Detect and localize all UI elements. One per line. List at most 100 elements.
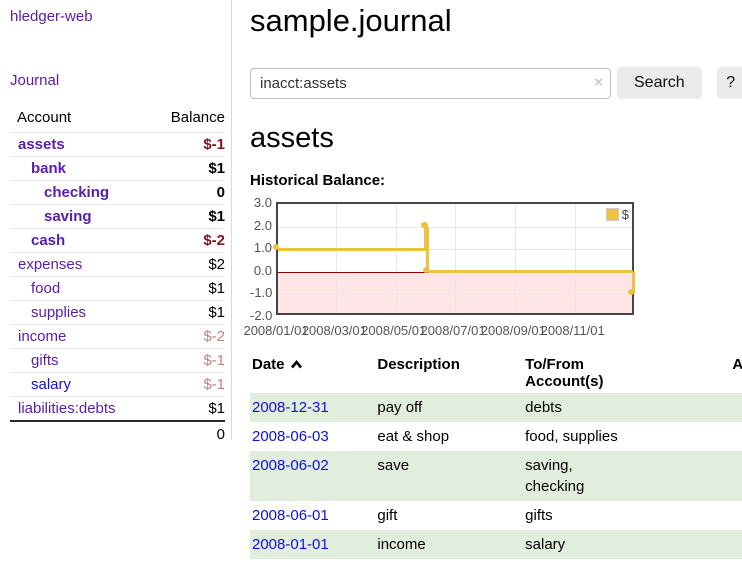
y-tick-label: 2.0 bbox=[253, 217, 272, 233]
transaction-accounts-cell: saving, checking bbox=[525, 457, 585, 495]
chart-legend: $ bbox=[605, 207, 629, 222]
transaction-amount-cell: $1 bbox=[692, 530, 742, 559]
register-header-amount: Amount Out/In bbox=[732, 356, 742, 373]
legend-swatch bbox=[605, 208, 619, 221]
account-balance: $1 bbox=[146, 300, 225, 325]
accounts-header-balance: Balance bbox=[170, 109, 225, 126]
account-link[interactable]: food bbox=[31, 280, 61, 297]
line-segment bbox=[424, 226, 428, 250]
account-balance: $1 bbox=[146, 396, 225, 421]
transaction-description-cell: save bbox=[377, 457, 410, 474]
transaction-date-link[interactable]: 2008-06-01 bbox=[252, 507, 329, 524]
account-row: assets $-1 bbox=[10, 132, 225, 157]
transaction-amount-cell: $1 bbox=[692, 501, 742, 530]
x-tick-label: 2008/11/01 bbox=[540, 323, 605, 338]
gridline bbox=[278, 226, 632, 228]
gridline bbox=[336, 204, 338, 313]
x-tick-label: 2008/09/01 bbox=[480, 323, 546, 338]
account-link[interactable]: liabilities:debts bbox=[18, 400, 116, 417]
account-link[interactable]: cash bbox=[31, 232, 66, 249]
clear-search-icon[interactable]: × bbox=[594, 73, 603, 91]
account-balance: $-1 bbox=[146, 348, 225, 373]
transaction-amount-cell: $-1 bbox=[692, 393, 742, 422]
account-link[interactable]: assets bbox=[18, 136, 65, 153]
register-table: Date Description To/From Account(s) Amou… bbox=[250, 353, 742, 559]
data-point-marker bbox=[422, 266, 429, 273]
transaction-date-cell: 2008-06-01 bbox=[250, 501, 375, 530]
transaction-date-cell: 2008-01-01 bbox=[250, 530, 375, 559]
transaction-date-link[interactable]: 2008-12-31 bbox=[252, 399, 329, 416]
gridline bbox=[395, 204, 397, 313]
transaction-accounts-cell: food, supplies bbox=[525, 428, 618, 445]
gridline bbox=[455, 204, 457, 313]
account-row: supplies $1 bbox=[10, 300, 225, 325]
register-header-date[interactable]: Date bbox=[250, 353, 375, 393]
line-segment bbox=[427, 270, 634, 274]
sidebar: hledger-web Journal Account Balance asse… bbox=[0, 0, 232, 447]
transaction-date-cell: 2008-12-31 bbox=[250, 393, 375, 422]
chart-title: Historical Balance: bbox=[250, 172, 386, 189]
gridline bbox=[278, 249, 632, 251]
account-row: gifts $-1 bbox=[10, 348, 225, 373]
account-balance: $1 bbox=[146, 204, 225, 229]
x-tick-label: 2008/05/01 bbox=[361, 323, 427, 338]
historical-balance-chart: $ 2008/01/01 2008/03/01 2008/05/01 2008/07/… bbox=[243, 195, 742, 340]
x-tick-label: 2008/01/01 bbox=[243, 323, 309, 338]
transaction-date-link[interactable]: 2008-06-03 bbox=[252, 428, 329, 445]
gridline bbox=[278, 294, 632, 296]
chart-plot: $ bbox=[273, 202, 635, 315]
transaction-accounts-cell: gifts bbox=[525, 507, 553, 524]
account-link[interactable]: saving bbox=[44, 208, 92, 225]
account-balance: $-1 bbox=[146, 372, 225, 397]
accounts-table-body: assets $-1 bank $1 checking 0 saving $1 cash $-2 e… bbox=[10, 132, 225, 421]
account-link[interactable]: checking bbox=[44, 184, 110, 201]
transaction-description-cell: pay off bbox=[377, 399, 423, 416]
account-row: checking 0 bbox=[10, 180, 225, 205]
account-link[interactable]: income bbox=[18, 328, 67, 345]
account-link[interactable]: expenses bbox=[18, 256, 83, 273]
x-tick-label: 2008/07/01 bbox=[420, 323, 486, 338]
transaction-accounts-cell: salary bbox=[525, 536, 566, 553]
account-link[interactable]: gifts bbox=[31, 352, 59, 369]
account-balance: $-1 bbox=[146, 132, 225, 157]
register-header-date-label: Date bbox=[252, 356, 285, 373]
gridline bbox=[515, 204, 517, 313]
page-title: sample.journal bbox=[250, 3, 452, 38]
sort-up-icon bbox=[290, 359, 302, 369]
accounts-total-row: 0 bbox=[10, 420, 225, 447]
account-balance: $-2 bbox=[146, 324, 225, 349]
legend-label: $ bbox=[621, 207, 629, 222]
transaction-date-link[interactable]: 2008-06-02 bbox=[252, 457, 329, 474]
y-tick-label: 3.0 bbox=[253, 195, 272, 210]
data-point-marker bbox=[273, 244, 279, 251]
main-content: sample.journal × Search ? assets Histori… bbox=[232, 0, 742, 582]
account-heading: assets bbox=[250, 122, 334, 154]
account-balance: $2 bbox=[146, 252, 225, 277]
transaction-description-cell: eat & shop bbox=[377, 428, 450, 445]
transaction-description-cell: income bbox=[377, 536, 426, 553]
data-point-marker bbox=[628, 289, 635, 296]
help-button[interactable]: ? bbox=[716, 67, 742, 99]
accounts-table: Account Balance assets $-1 bank $1 checking 0… bbox=[10, 106, 225, 447]
transaction-date-link[interactable]: 2008-01-01 bbox=[252, 536, 329, 553]
search-input[interactable] bbox=[250, 67, 611, 99]
search-button[interactable]: Search bbox=[617, 67, 702, 99]
accounts-total-value: 0 bbox=[146, 420, 225, 447]
account-link[interactable]: salary bbox=[31, 376, 72, 393]
brand-link[interactable]: hledger-web bbox=[10, 8, 93, 25]
accounts-header-account: Account bbox=[17, 109, 72, 126]
account-link[interactable]: bank bbox=[31, 160, 67, 177]
y-tick-label: -1.0 bbox=[250, 285, 273, 301]
sidebar-item-journal[interactable]: Journal bbox=[10, 72, 60, 89]
account-balance: $1 bbox=[146, 156, 225, 181]
account-balance: 0 bbox=[146, 180, 225, 205]
account-link[interactable]: supplies bbox=[31, 304, 87, 321]
data-point-marker bbox=[421, 221, 428, 228]
y-tick-label: -2.0 bbox=[250, 308, 273, 323]
